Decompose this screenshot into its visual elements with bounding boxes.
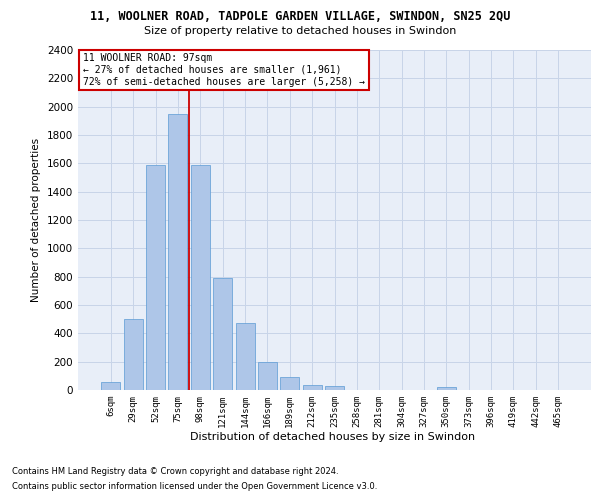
Text: 11, WOOLNER ROAD, TADPOLE GARDEN VILLAGE, SWINDON, SN25 2QU: 11, WOOLNER ROAD, TADPOLE GARDEN VILLAGE… — [90, 10, 510, 23]
Bar — [236, 324, 254, 390]
Bar — [124, 319, 143, 390]
Bar — [302, 385, 322, 390]
Bar — [325, 386, 344, 390]
Bar — [213, 278, 232, 390]
Text: 11 WOOLNER ROAD: 97sqm
← 27% of detached houses are smaller (1,961)
72% of semi-: 11 WOOLNER ROAD: 97sqm ← 27% of detached… — [83, 54, 365, 86]
Y-axis label: Number of detached properties: Number of detached properties — [31, 138, 41, 302]
Bar — [437, 387, 456, 390]
Text: Distribution of detached houses by size in Swindon: Distribution of detached houses by size … — [190, 432, 476, 442]
Bar — [280, 377, 299, 390]
Bar — [169, 114, 187, 390]
Text: Contains HM Land Registry data © Crown copyright and database right 2024.: Contains HM Land Registry data © Crown c… — [12, 467, 338, 476]
Bar — [191, 165, 210, 390]
Bar — [101, 382, 121, 390]
Bar — [258, 362, 277, 390]
Bar — [146, 165, 165, 390]
Text: Size of property relative to detached houses in Swindon: Size of property relative to detached ho… — [144, 26, 456, 36]
Text: Contains public sector information licensed under the Open Government Licence v3: Contains public sector information licen… — [12, 482, 377, 491]
